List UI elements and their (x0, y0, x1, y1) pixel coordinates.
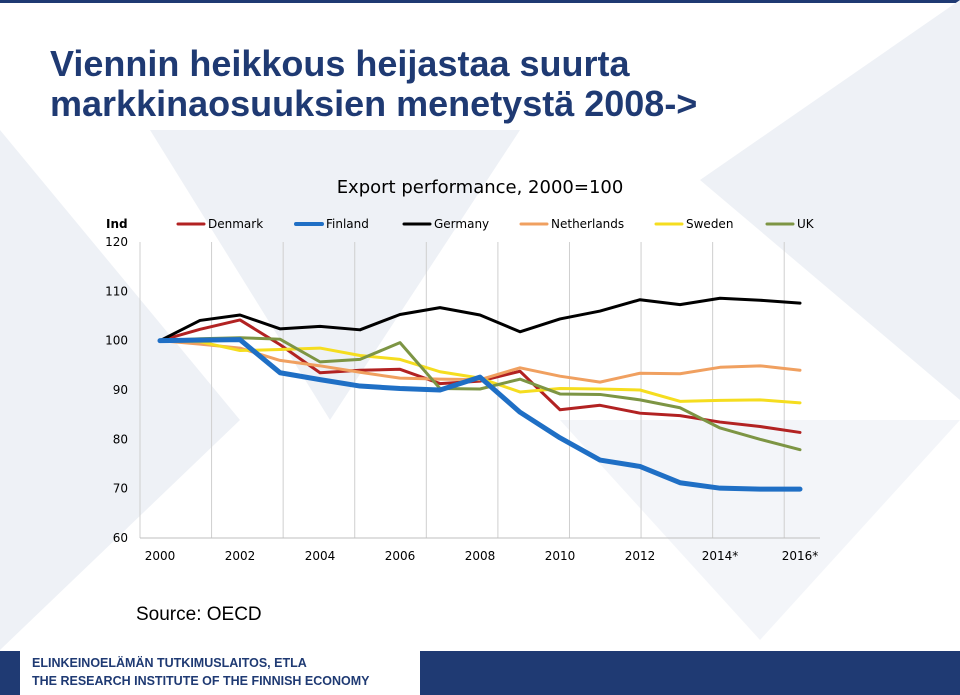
x-tick-label: 2006 (385, 549, 416, 563)
legend-label: Finland (326, 217, 369, 231)
x-tick-label: 2002 (225, 549, 256, 563)
export-performance-chart: Export performance, 2000=100 Ind Denmark… (105, 177, 820, 563)
footer-label-box (20, 651, 420, 695)
y-tick-label: 90 (113, 383, 128, 397)
background-triangle-right (700, 0, 960, 400)
y-tick-label: 80 (113, 432, 128, 446)
x-tick-label: 2014* (702, 549, 739, 563)
y-tick-label: 100 (105, 334, 128, 348)
x-tick-label: 2008 (465, 549, 496, 563)
legend-label: Sweden (686, 217, 733, 231)
slide-title-line1: Viennin heikkous heijastaa suurta (50, 43, 630, 84)
x-tick-label: 2010 (545, 549, 576, 563)
top-accent-strip (0, 0, 960, 3)
y-tick-label: 120 (105, 235, 128, 249)
slide-title-line2: markkinaosuuksien menetystä 2008-> (50, 83, 698, 124)
x-tick-label: 2004 (305, 549, 336, 563)
y-tick-label: 60 (113, 531, 128, 545)
axis-ticks: 60 70 80 90 100 110 120 2000 2002 2004 2006 2008 201… (105, 235, 818, 563)
footer-line2: THE RESEARCH INSTITUTE OF THE FINNISH EC… (32, 674, 370, 688)
y-tick-label: 70 (113, 482, 128, 496)
y-tick-label: 110 (105, 284, 128, 298)
chart-title: Export performance, 2000=100 (337, 177, 624, 198)
series-lines (157, 296, 803, 492)
legend-label: UK (797, 217, 815, 231)
y-axis-label: Ind (106, 217, 128, 231)
legend-label: Germany (434, 217, 489, 231)
footer-line1: ELINKEINOELÄMÄN TUTKIMUSLAITOS, ETLA (32, 656, 307, 670)
series-line-finland (157, 337, 803, 492)
source-note: Source: OECD (136, 604, 262, 625)
series-line-uk (158, 336, 802, 452)
legend-label: Netherlands (551, 217, 624, 231)
x-tick-label: 2012 (625, 549, 656, 563)
background-triangle-left (0, 130, 240, 650)
slide-title: Viennin heikkous heijastaa suurta markki… (50, 44, 910, 124)
series-line-germany (158, 296, 802, 343)
x-tick-label: 2000 (145, 549, 176, 563)
footer-institute: ELINKEINOELÄMÄN TUTKIMUSLAITOS, ETLA THE… (32, 654, 370, 690)
legend-label: Denmark (208, 217, 263, 231)
legend: Denmark Finland Germany Netherlands Sweden UK (176, 217, 815, 231)
background-triangle-center (150, 130, 520, 420)
grid-lines (139, 242, 820, 539)
x-tick-label: 2016* (782, 549, 819, 563)
